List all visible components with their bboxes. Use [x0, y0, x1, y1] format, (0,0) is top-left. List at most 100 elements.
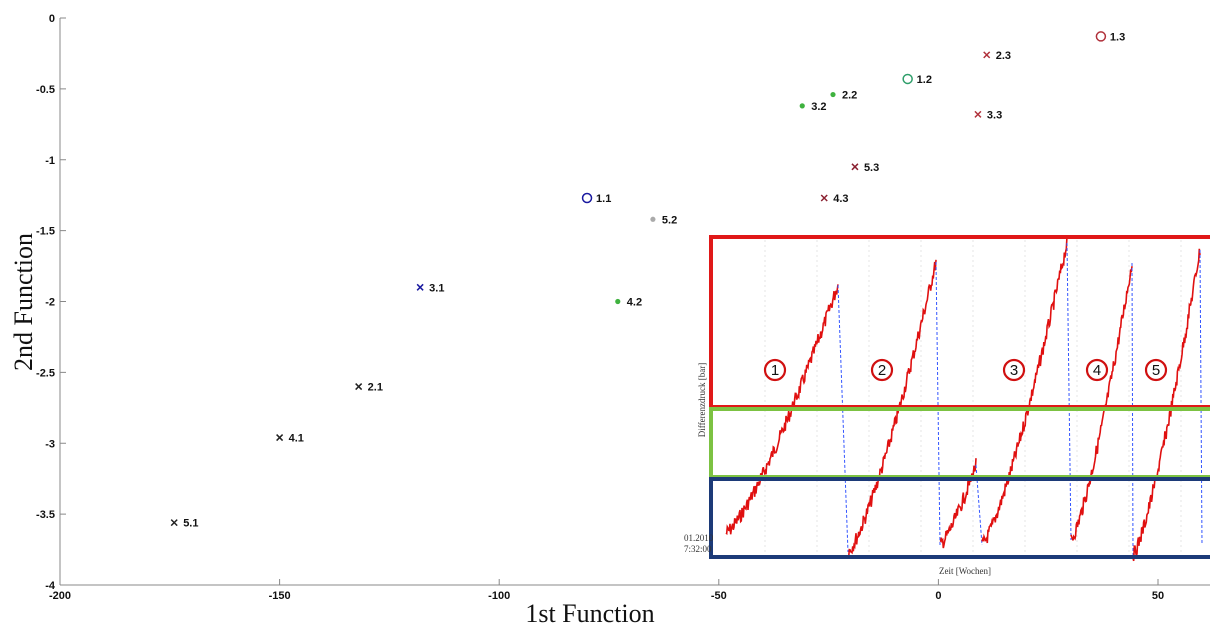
inset-x-label: Zeit [Wochen] — [939, 566, 991, 576]
point-4.2: 4.2 — [615, 297, 642, 309]
star-marker — [650, 216, 656, 222]
x-ticks: -200 -150 -100 -50 0 50 — [49, 579, 1164, 602]
point-2.2: 2.2 — [830, 90, 857, 102]
star-marker — [830, 91, 836, 98]
point-1.2: 1.2 — [902, 73, 932, 86]
cycle-marker-1: 1 — [763, 358, 787, 382]
point-label: 2.1 — [368, 382, 383, 394]
cycle-marker-ring — [870, 358, 894, 382]
cycle-marker-label: 1 — [771, 362, 779, 379]
point-5.1: 5.1 — [170, 518, 198, 530]
cycle-marker-label: 5 — [1152, 362, 1160, 379]
circle-marker — [581, 192, 593, 204]
point-label: 3.2 — [811, 101, 826, 113]
point-label: 1.2 — [917, 74, 932, 86]
y-axis-title: 2nd Function — [9, 233, 38, 371]
pressure-trace — [1132, 248, 1201, 562]
cycle-marker-label: 2 — [878, 362, 886, 379]
x-marker — [276, 434, 284, 442]
x-marker — [851, 163, 859, 171]
reset-line — [935, 261, 941, 546]
point-4.1: 4.1 — [276, 433, 304, 445]
x-tick-label: -150 — [269, 590, 291, 602]
y-tick-label: -3 — [45, 438, 55, 450]
reset-line — [1066, 242, 1072, 541]
point-label: 1.3 — [1110, 31, 1125, 43]
y-tick-label: -3.5 — [36, 509, 55, 521]
x-marker — [974, 110, 982, 118]
point-label: 4.1 — [289, 433, 304, 445]
point-5.3: 5.3 — [851, 162, 879, 174]
point-4.3: 4.3 — [820, 193, 849, 205]
cycle-marker-5: 5 — [1144, 358, 1168, 382]
x-marker — [983, 51, 991, 59]
x-marker — [416, 283, 424, 291]
x-tick-label: 50 — [1152, 590, 1164, 602]
point-label: 3.1 — [429, 282, 444, 294]
point-label: 2.3 — [996, 50, 1011, 62]
x-tick-label: -200 — [49, 590, 71, 602]
cycle-marker-ring — [1002, 358, 1026, 382]
x-tick-label: 0 — [935, 590, 941, 602]
x-marker — [355, 383, 363, 391]
inset-series — [725, 236, 1203, 562]
point-label: 4.2 — [627, 297, 642, 309]
reset-line — [837, 284, 849, 553]
point-label: 2.2 — [842, 90, 857, 102]
reset-line — [1199, 249, 1203, 546]
point-3.1: 3.1 — [416, 282, 444, 294]
point-label: 5.1 — [183, 518, 198, 530]
scatter-points: 1.1 1.2 1.3 2.1 2.2 2.3 3.1 3.2 3.3 4.1 4.2 4.3 5.1 5… — [170, 31, 1125, 530]
y-ticks: 0 -0.5 -1 -1.5 -2 -2.5 -3 -3.5 -4 — [36, 13, 66, 592]
cycle-marker-label: 3 — [1010, 362, 1018, 379]
cycle-marker-ring — [1085, 358, 1109, 382]
cycle-marker-ring — [1144, 358, 1168, 382]
cycle-marker-label: 4 — [1093, 362, 1101, 379]
y-tick-label: -1 — [45, 155, 55, 167]
inset-start-time: 7:32:00 — [684, 544, 712, 554]
cycle-marker-4: 4 — [1085, 358, 1109, 382]
cycle-markers: 1 2 3 4 5 — [763, 358, 1168, 382]
inset-background — [710, 237, 1210, 558]
point-1.3: 1.3 — [1095, 31, 1125, 43]
point-1.1: 1.1 — [581, 192, 611, 205]
circle-marker — [902, 73, 913, 85]
cycle-marker-ring — [763, 358, 787, 382]
point-3.3: 3.3 — [974, 109, 1002, 121]
point-label: 4.3 — [833, 193, 848, 205]
point-label: 1.1 — [596, 193, 611, 205]
x-marker — [820, 194, 828, 202]
y-tick-label: -1.5 — [36, 226, 55, 238]
cycle-marker-2: 2 — [870, 358, 894, 382]
point-2.3: 2.3 — [983, 50, 1011, 62]
x-marker — [170, 519, 178, 527]
y-tick-label: -0.5 — [36, 84, 55, 96]
x-axis-title: 1st Function — [525, 599, 654, 627]
band-bottom — [709, 477, 1210, 559]
point-5.2: 5.2 — [650, 214, 677, 226]
y-tick-label: -2 — [45, 297, 55, 309]
point-label: 5.3 — [864, 162, 879, 174]
y-tick-label: 0 — [49, 13, 55, 25]
point-label: 5.2 — [662, 214, 677, 226]
point-3.2: 3.2 — [799, 101, 827, 113]
y-tick-label: -4 — [45, 580, 56, 592]
pressure-trace — [725, 284, 839, 536]
inset-y-label: Differenzdruck [bar] — [697, 363, 707, 438]
inset-chart: Differenzdruck [bar] Zeit [Wochen] 01.20… — [684, 235, 1210, 576]
cycle-marker-3: 3 — [1002, 358, 1026, 382]
circle-marker — [1095, 31, 1107, 42]
reset-line — [975, 464, 983, 546]
point-2.1: 2.1 — [355, 382, 383, 394]
star-marker — [799, 103, 805, 109]
pressure-trace — [1070, 266, 1133, 541]
point-label: 3.3 — [987, 109, 1002, 121]
x-tick-label: -50 — [711, 590, 727, 602]
x-tick-label: -100 — [488, 590, 510, 602]
y-tick-label: -2.5 — [36, 367, 55, 379]
pressure-trace — [981, 236, 1068, 544]
inset-start-date: 01.2010 — [684, 533, 714, 543]
pressure-trace — [847, 259, 937, 559]
star-marker — [615, 298, 621, 305]
